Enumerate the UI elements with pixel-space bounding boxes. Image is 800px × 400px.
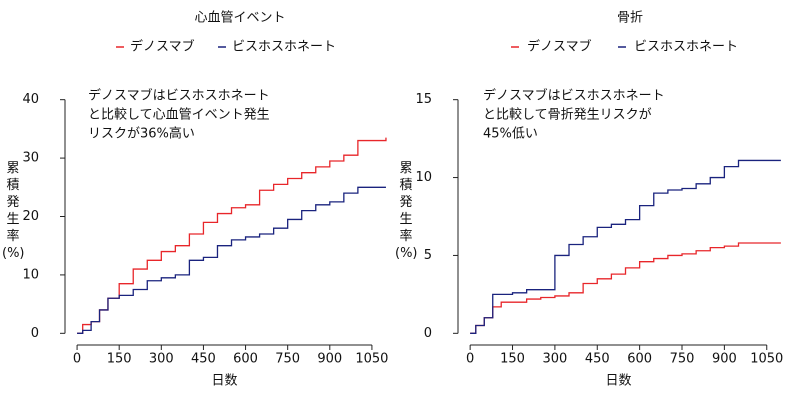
annotation: と比較して骨折発生リスクが [483,108,652,123]
y-axis-label: 累積発生率(%) [2,161,25,261]
y-tick-label: 0 [424,326,432,341]
x-axis-label: 日数 [211,374,237,389]
x-tick-label: 0 [466,352,474,367]
y-tick-label: 10 [415,170,432,185]
series-line [77,186,386,334]
x-tick-label: 450 [585,352,610,367]
annotation: リスクが36%高い [88,126,195,142]
x-tick-label: 600 [233,352,258,367]
x-tick-label: 750 [670,352,695,367]
x-tick-label: 750 [275,352,300,367]
legend-label: デノスマブ [130,39,195,55]
legend-label: ビスホスホネート [634,40,738,55]
y-tick-label: 10 [22,267,39,282]
x-tick-label: 150 [500,352,525,367]
x-tick-label: 900 [317,352,342,367]
chart-title: 心血管イベント [194,11,285,26]
y-tick-label: 20 [22,209,39,224]
annotation: デノスマブはビスホスホネート [88,88,270,104]
x-axis-label: 日数 [605,374,631,389]
chart-title: 骨折 [617,11,643,26]
x-tick-label: 150 [107,352,132,367]
x-tick-label: 450 [191,352,216,367]
legend-label: デノスマブ [527,39,592,55]
y-tick-label: 15 [415,92,432,107]
y-tick-label: 40 [22,92,39,107]
annotation: 45%低い [483,127,538,142]
annotation: デノスマブはビスホスホネート [483,88,665,104]
x-tick-label: 900 [712,352,737,367]
legend-label: ビスホスホネート [232,40,336,55]
y-tick-label: 0 [31,326,39,341]
series-line [470,159,781,334]
x-tick-label: 1050 [355,352,388,367]
x-tick-label: 300 [542,352,567,367]
x-tick-label: 0 [73,352,81,367]
x-tick-label: 300 [149,352,174,367]
x-tick-label: 1050 [750,352,783,367]
series-line [77,137,387,334]
annotation: と比較して心血管イベント発生 [88,108,270,123]
x-tick-label: 600 [627,352,652,367]
y-tick-label: 5 [424,248,432,263]
series-line [470,242,781,334]
y-axis-label: 累積発生率(%) [395,161,418,261]
y-tick-label: 30 [22,151,39,166]
